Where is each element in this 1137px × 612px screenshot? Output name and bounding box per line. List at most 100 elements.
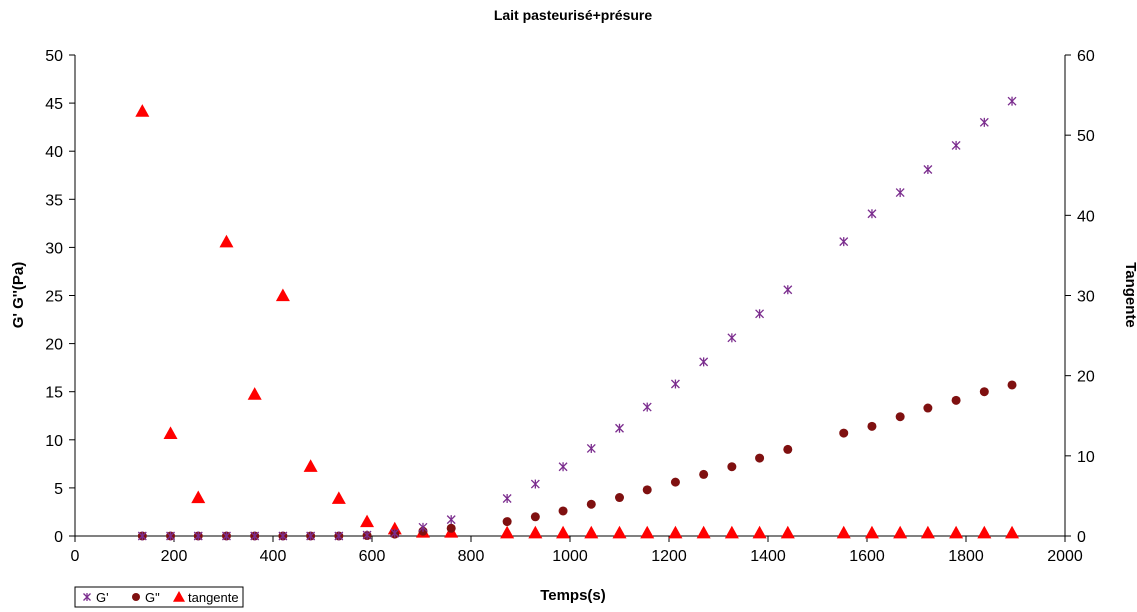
- y-left-tick-label: 35: [45, 192, 63, 209]
- tangente-point: [977, 525, 992, 539]
- g-prime-point: [502, 493, 512, 503]
- x-tick-label: 2000: [1047, 548, 1083, 565]
- x-axis-title: Temps(s): [540, 587, 606, 604]
- tangente-point: [191, 490, 206, 504]
- g-double-prime-point: [446, 523, 456, 533]
- g-prime-point: [558, 462, 568, 472]
- legend-label: G': [96, 590, 109, 605]
- tangente-point: [949, 525, 964, 539]
- g-prime-point: [278, 531, 288, 541]
- y-axis-left-title: G' G''(Pa): [10, 262, 27, 329]
- x-tick-label: 1400: [750, 548, 786, 565]
- g-prime-point: [390, 528, 400, 538]
- g-prime-point: [586, 443, 596, 453]
- y-right-tick-label: 40: [1077, 208, 1095, 225]
- x-axis: 0 200 400 600 800 1000 1200 1400 1600 1800 2000: [71, 535, 1083, 565]
- g-prime-point: [979, 117, 989, 127]
- g-prime-point: [951, 140, 961, 150]
- legend-marker: [173, 591, 185, 602]
- tangente-point: [893, 525, 908, 539]
- tangente-point: [1005, 525, 1020, 539]
- tangente-point: [780, 525, 795, 539]
- legend-label: G": [145, 590, 160, 605]
- tangente-point: [920, 525, 935, 539]
- x-tick-label: 600: [359, 548, 386, 565]
- g-prime-point: [530, 479, 540, 489]
- g-double-prime-point: [783, 444, 793, 454]
- g-prime-point: [166, 531, 175, 541]
- series-circle: [137, 380, 1017, 541]
- g-prime-point: [670, 379, 680, 389]
- y-right-tick-label: 0: [1077, 529, 1086, 546]
- tangente-point: [668, 525, 683, 539]
- y-right-tick-label: 10: [1077, 449, 1095, 466]
- series-asterisk: [137, 96, 1017, 541]
- g-double-prime-point: [951, 395, 961, 405]
- g-double-prime-point: [558, 506, 568, 516]
- g-prime-point: [334, 531, 344, 541]
- g-double-prime-point: [895, 412, 905, 422]
- x-tick-label: 1600: [849, 548, 885, 565]
- legend-marker: [83, 593, 91, 601]
- y-left-tick-label: 50: [45, 48, 63, 65]
- legend-box: [74, 586, 244, 608]
- tangente-point: [331, 491, 346, 504]
- tangente-point: [696, 525, 711, 539]
- y-left-tick-label: 45: [45, 96, 63, 113]
- tangente-point: [387, 521, 402, 535]
- x-tick-label: 800: [458, 548, 485, 565]
- tangente-point: [135, 104, 150, 117]
- tangente-point: [528, 525, 543, 539]
- y-left-tick-label: 20: [45, 337, 63, 354]
- g-double-prime-point: [839, 428, 849, 438]
- y-left-tick-label: 30: [45, 240, 63, 257]
- g-prime-point: [783, 285, 793, 295]
- legend-label: tangente: [188, 590, 239, 605]
- tangente-point: [864, 525, 879, 539]
- g-prime-point: [306, 531, 316, 541]
- g-double-prime-point: [615, 493, 624, 503]
- g-double-prime-point: [502, 517, 512, 527]
- y-right-tick-label: 50: [1077, 128, 1095, 145]
- tangente-point: [360, 514, 375, 528]
- g-double-prime-point: [867, 421, 877, 431]
- tangente-point: [836, 525, 851, 539]
- g-prime-point: [362, 530, 372, 540]
- g-prime-point: [222, 531, 231, 541]
- x-tick-label: 1000: [552, 548, 588, 565]
- g-prime-point: [895, 188, 905, 198]
- g-prime-point: [446, 515, 456, 525]
- g-double-prime-point: [755, 453, 765, 463]
- x-tick-label: 0: [71, 548, 80, 565]
- x-tick-label: 200: [161, 548, 188, 565]
- x-tick-label: 1800: [948, 548, 984, 565]
- tangente-point: [500, 525, 515, 539]
- x-tick-label: 400: [260, 548, 287, 565]
- g-prime-point: [699, 357, 709, 367]
- x-tick-label: 1200: [651, 548, 687, 565]
- tangente-point: [247, 387, 262, 400]
- y-left-tick-label: 0: [54, 529, 63, 546]
- g-prime-point: [923, 164, 933, 174]
- g-prime-point: [755, 309, 765, 319]
- g-double-prime-point: [979, 387, 989, 397]
- tangente-point: [275, 288, 290, 302]
- y-left-tick-label: 15: [45, 385, 63, 402]
- series-layer: [135, 96, 1020, 541]
- g-double-prime-point: [1007, 380, 1017, 390]
- g-double-prime-point: [699, 469, 709, 479]
- g-prime-point: [418, 522, 428, 532]
- y-right-tick-label: 30: [1077, 289, 1095, 306]
- g-prime-point: [727, 333, 737, 343]
- g-double-prime-point: [923, 403, 933, 413]
- legend-marker: [132, 593, 140, 601]
- y-left-tick-label: 5: [54, 481, 63, 498]
- g-double-prime-point: [586, 499, 596, 509]
- tangente-point: [219, 234, 234, 248]
- tangente-point: [612, 525, 627, 539]
- g-double-prime-point: [727, 462, 737, 472]
- y-left-tick-label: 25: [45, 289, 63, 306]
- tangente-point: [303, 459, 318, 472]
- y-left-tick-label: 10: [45, 433, 63, 450]
